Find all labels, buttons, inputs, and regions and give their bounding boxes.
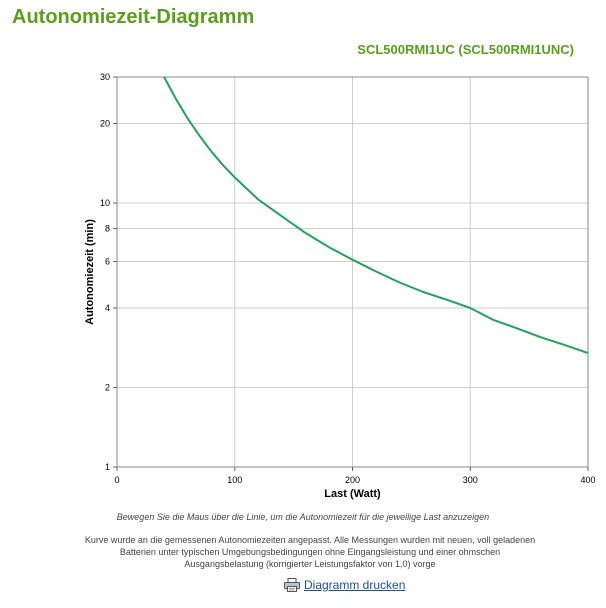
page-title: Autonomiezeit-Diagramm — [12, 6, 255, 28]
chart-ticks: 0 100 200 300 400 1 2 4 6 8 10 20 30 — [100, 72, 596, 485]
chart-series[interactable] — [163, 76, 589, 355]
y-tick-label: 20 — [100, 118, 110, 128]
y-tick-label: 8 — [105, 224, 110, 234]
y-tick-label: 6 — [105, 257, 110, 267]
runtime-curve[interactable] — [163, 76, 589, 355]
x-tick-label: 300 — [463, 475, 478, 485]
print-link-label: Diagramm drucken — [304, 578, 406, 592]
y-tick-label: 10 — [100, 198, 110, 208]
hover-hint: Bewegen Sie die Maus über die Linie, um … — [116, 512, 490, 522]
x-tick-label: 400 — [580, 475, 595, 485]
y-tick-label: 1 — [105, 462, 110, 472]
x-tick-label: 100 — [227, 475, 242, 485]
y-tick-label: 2 — [105, 383, 110, 393]
print-chart-link[interactable]: Diagramm drucken — [284, 578, 405, 592]
x-tick-label: 200 — [345, 475, 360, 485]
y-axis-label: Autonomiezeit (min) — [84, 219, 96, 325]
x-axis-label: Last (Watt) — [324, 488, 381, 500]
y-tick-label: 30 — [100, 72, 110, 82]
measurement-note: Kurve wurde an die gemessenen Autonomiez… — [84, 535, 536, 569]
y-tick-label: 4 — [105, 303, 110, 313]
chart-grid — [116, 76, 589, 468]
runtime-chart: 0 100 200 300 400 1 2 4 6 8 10 20 30 Last (Watt) Aut… — [84, 72, 596, 500]
printer-icon — [284, 578, 300, 592]
model-title: SCL500RMI1UC (SCL500RMI1UNC) — [357, 42, 574, 57]
x-tick-label: 0 — [114, 475, 119, 485]
